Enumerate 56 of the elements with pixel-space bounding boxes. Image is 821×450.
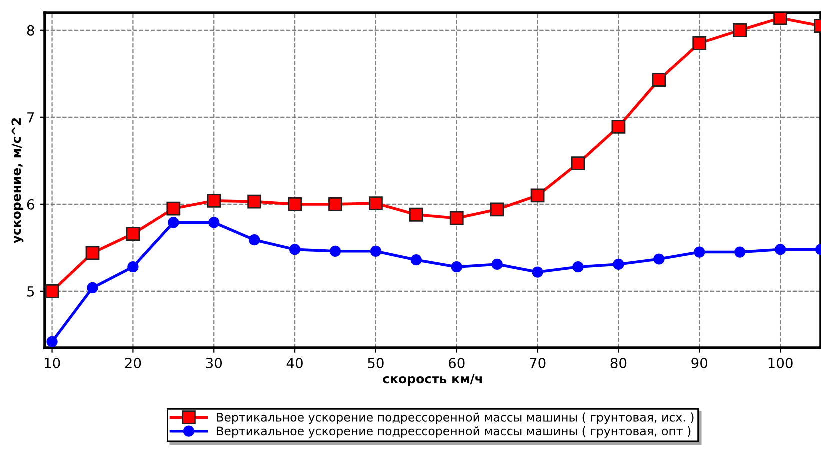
point (128, 262, 139, 273)
y-tick-label: 8 (27, 25, 34, 36)
point (774, 244, 786, 256)
point (369, 196, 383, 211)
point (492, 258, 503, 270)
x-tick-label: 10 (44, 358, 60, 368)
x-tick-label: 30 (206, 358, 222, 368)
point (248, 194, 262, 209)
x-tick-label: 80 (610, 358, 627, 368)
point (410, 254, 422, 266)
point (86, 246, 100, 260)
x-tick-label: 20 (125, 358, 142, 368)
point (208, 217, 220, 228)
point (288, 197, 302, 212)
point (613, 258, 624, 270)
point (46, 336, 58, 348)
point (733, 23, 748, 38)
point (572, 262, 584, 273)
x-tick-label: 100 (768, 358, 793, 368)
y-tick-label: 5 (28, 286, 34, 297)
y-tick-label: 7 (28, 112, 34, 123)
point (654, 254, 665, 265)
point (166, 202, 181, 216)
point (45, 284, 60, 298)
point (532, 266, 544, 278)
point (126, 227, 140, 241)
point (734, 246, 746, 258)
legend-label: Вертикальное ускорение подрессоренной массы машины ( грунтовая, исх. ) (217, 412, 694, 424)
point (370, 246, 382, 257)
x-tick-label: 90 (692, 358, 708, 368)
point (451, 262, 462, 273)
point (692, 36, 707, 50)
y-axis-title: ускорение, м/с^2 (12, 118, 24, 244)
point (328, 197, 342, 212)
point (694, 246, 706, 258)
x-tick-label: 40 (286, 358, 303, 368)
point (652, 73, 666, 87)
point (774, 13, 788, 26)
x-tick-label: 50 (368, 358, 384, 368)
point (168, 217, 180, 228)
point (571, 156, 586, 170)
point (330, 246, 342, 257)
legend-label: Вертикальное ускорение подрессоренной массы машины ( грунтовая, опт ) (217, 426, 691, 438)
point (289, 244, 301, 256)
y-tick-label: 6 (27, 199, 34, 210)
point (490, 202, 504, 217)
point (612, 120, 626, 134)
point (207, 194, 222, 208)
x-tick-label: 70 (530, 358, 546, 368)
point (249, 234, 260, 246)
point (87, 282, 98, 294)
x-tick-label: 60 (449, 358, 465, 368)
x-axis-title: скорость км/ч (383, 374, 482, 386)
point (530, 188, 545, 203)
point (409, 208, 424, 222)
point (450, 211, 464, 226)
